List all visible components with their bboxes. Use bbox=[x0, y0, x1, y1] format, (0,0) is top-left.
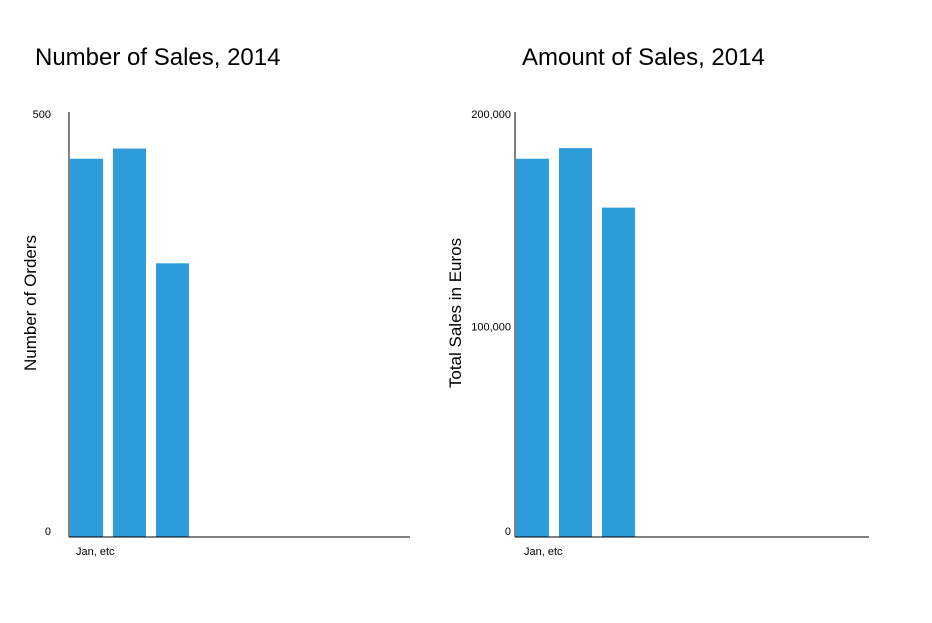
chart-plot-area: 0 500 Jan, etc bbox=[33, 109, 410, 558]
bar bbox=[602, 207, 635, 537]
bar bbox=[516, 158, 549, 537]
y-tick-label: 100,000 bbox=[471, 322, 511, 334]
chart-title: Amount of Sales, 2014 bbox=[522, 44, 765, 71]
x-tick-label: Jan, etc bbox=[524, 546, 563, 558]
bar bbox=[70, 158, 103, 537]
bar bbox=[156, 263, 189, 537]
bar bbox=[113, 148, 146, 538]
chart-plot-area: 0 100,000 200,000 Jan, etc bbox=[471, 109, 869, 558]
y-tick-label: 0 bbox=[45, 526, 51, 538]
y-tick-label: 200,000 bbox=[471, 109, 511, 121]
chart-amount-of-sales: Amount of Sales, 2014 Total Sales in Eur… bbox=[446, 0, 932, 623]
chart-number-of-sales: Number of Sales, 2014 Number of Orders 0… bbox=[0, 0, 460, 623]
x-tick-label: Jan, etc bbox=[76, 546, 115, 558]
bar bbox=[559, 148, 592, 537]
y-tick-label: 500 bbox=[33, 109, 51, 121]
y-tick-label: 0 bbox=[505, 526, 511, 538]
chart-title: Number of Sales, 2014 bbox=[35, 44, 281, 71]
